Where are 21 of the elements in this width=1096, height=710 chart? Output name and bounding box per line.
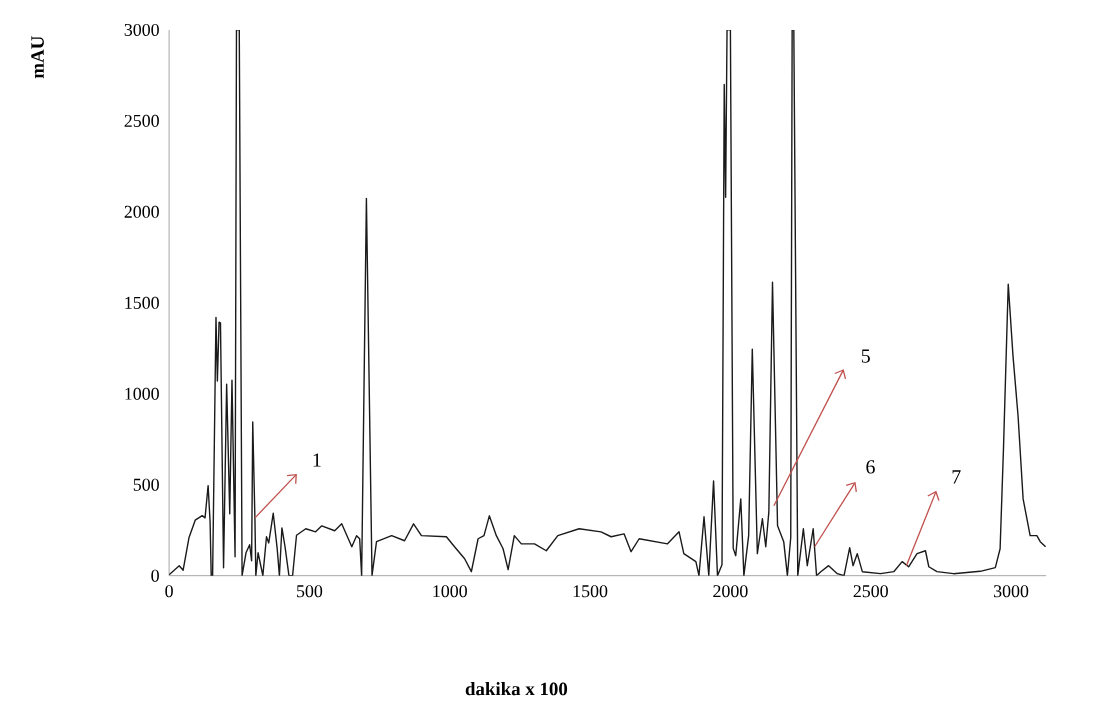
line-series	[169, 29, 1047, 576]
y-tick-label: 3000	[124, 23, 159, 36]
y-tick-label: 500	[133, 478, 159, 491]
x-axis-title: dakika x 100	[465, 681, 568, 696]
y-tick-label: 2000	[124, 205, 159, 218]
x-tick-label: 500	[297, 585, 323, 598]
annotation: 5	[861, 349, 870, 363]
x-tick-label: 1500	[573, 585, 608, 598]
x-tick-label: 1000	[433, 585, 467, 598]
y-axis-title: mAU	[31, 36, 44, 79]
annotation: 7	[952, 470, 961, 484]
x-tick-label: 2500	[853, 585, 888, 598]
y-tick-label: 2500	[124, 114, 159, 127]
y-tick-label: 1500	[125, 296, 159, 309]
annotation: 1	[313, 453, 321, 467]
y-tick-label: 1000	[125, 387, 159, 400]
x-tick-label: 0	[165, 585, 173, 598]
annotation: 6	[866, 460, 875, 474]
x-tick-label: 2000	[713, 585, 748, 598]
x-tick-label: 3000	[994, 585, 1029, 598]
y-tick-label: 0	[151, 569, 159, 582]
